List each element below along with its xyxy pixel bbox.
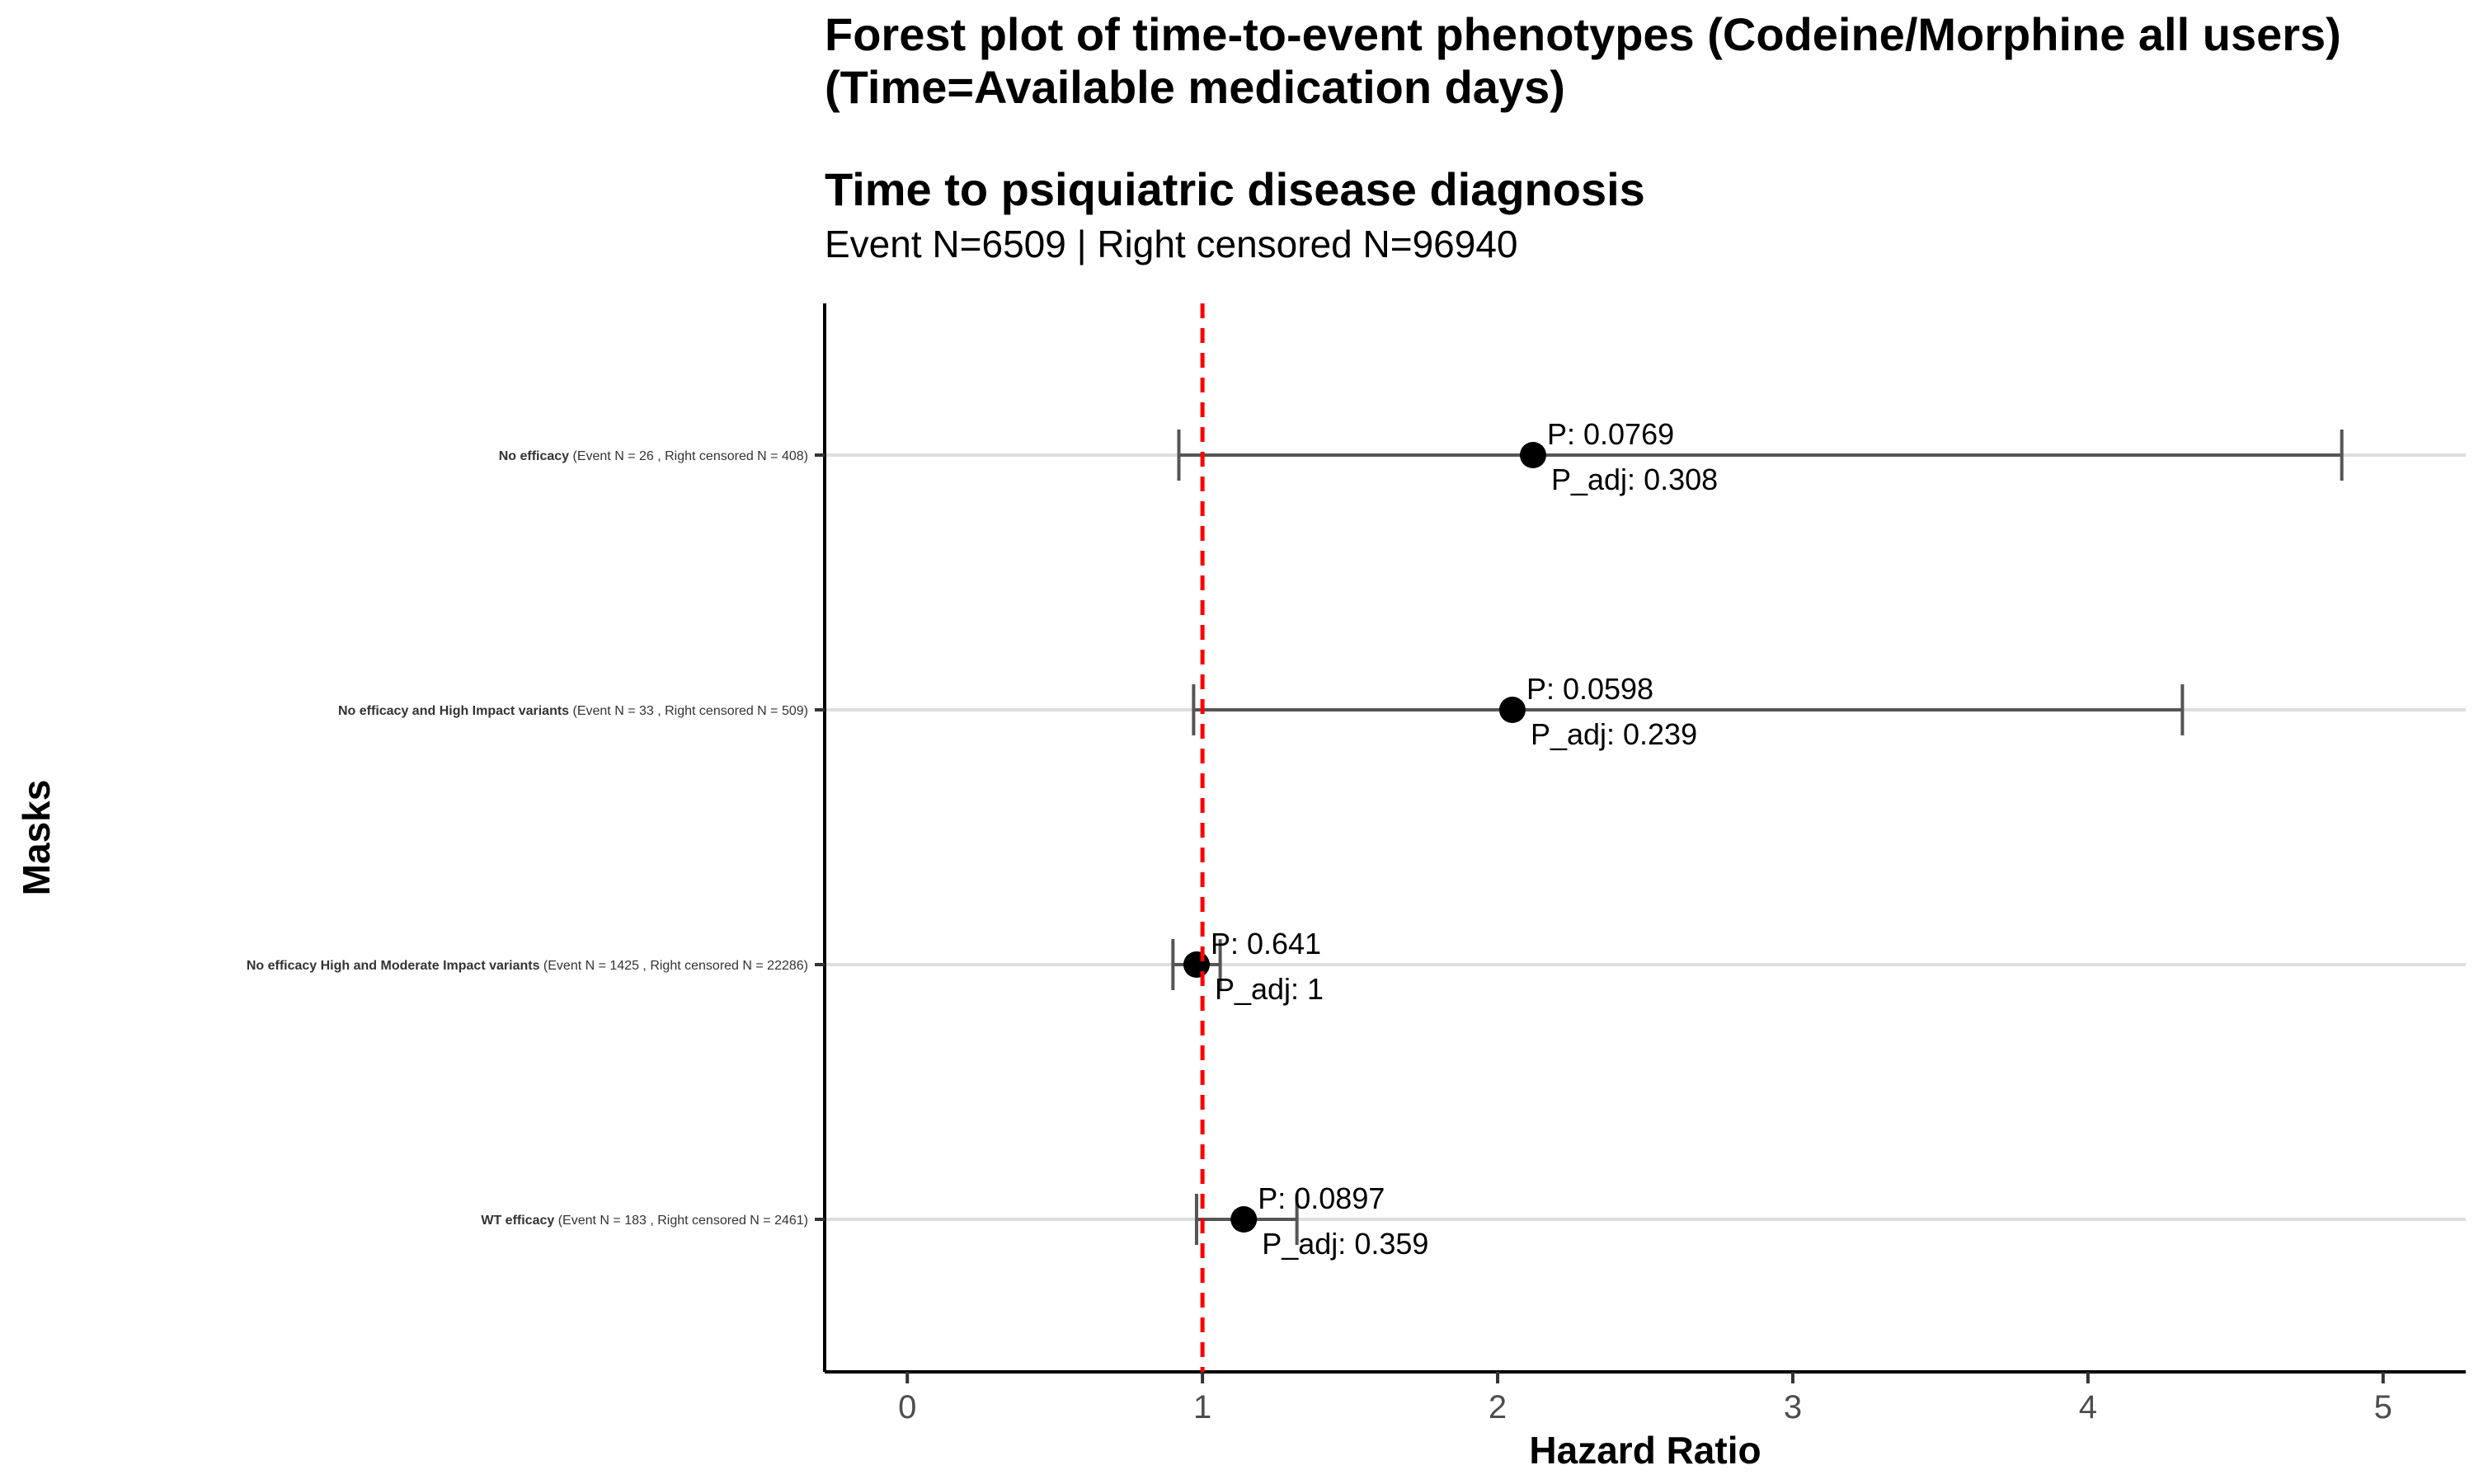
row-label-bold-2: No efficacy and High Impact variants	[338, 704, 569, 718]
x-tick-label-3: 3	[1784, 1389, 1802, 1425]
p-value-row-1: P: 0.0769	[1547, 417, 1674, 451]
chart-caption: Event N=6509 | Right censored N=96940	[825, 223, 1518, 265]
p-value-row-2: P: 0.0598	[1526, 672, 1653, 706]
p-adj-row-2: P_adj: 0.239	[1531, 717, 1697, 751]
row-label-2: No efficacy and High Impact variants (Ev…	[338, 704, 808, 718]
hr-point-row-3	[1183, 951, 1210, 978]
row-label-bold-1: No efficacy	[499, 449, 569, 463]
x-tick-label-1: 1	[1193, 1389, 1211, 1425]
x-tick-label-4: 4	[2079, 1389, 2097, 1425]
row-label-3: No efficacy High and Moderate Impact var…	[247, 959, 808, 973]
p-adj-row-4: P_adj: 0.359	[1262, 1227, 1428, 1261]
title-block: Forest plot of time-to-event phenotypes …	[825, 8, 2458, 267]
x-tick-label-2: 2	[1489, 1389, 1507, 1425]
x-axis-title: Hazard Ratio	[1529, 1429, 1761, 1472]
row-label-4: WT efficacy (Event N = 183 , Right censo…	[481, 1214, 808, 1228]
hr-point-row-4	[1230, 1206, 1258, 1233]
hr-point-row-1	[1519, 442, 1546, 468]
hr-point-row-2	[1498, 697, 1526, 723]
p-adj-row-3: P_adj: 1	[1215, 972, 1324, 1006]
x-tick-label-0: 0	[898, 1389, 916, 1425]
chart-title-line-1: Forest plot of time-to-event phenotypes …	[825, 8, 2341, 60]
chart-subtitle: Time to psiquiatric disease diagnosis	[825, 163, 1645, 215]
row-label-1: No efficacy (Event N = 26 , Right censor…	[499, 449, 808, 463]
row-label-bold-4: WT efficacy	[481, 1214, 554, 1228]
row-label-rest-2: (Event N = 33 , Right censored N = 509)	[569, 704, 808, 718]
y-axis-title: Masks	[15, 780, 58, 896]
p-value-row-3: P: 0.641	[1211, 927, 1321, 960]
row-label-rest-4: (Event N = 183 , Right censored N = 2461…	[554, 1214, 808, 1228]
chart-title-line-2: (Time=Available medication days)	[825, 61, 1565, 113]
row-label-bold-3: No efficacy High and Moderate Impact var…	[247, 959, 540, 973]
x-tick-label-5: 5	[2374, 1389, 2392, 1425]
p-value-row-4: P: 0.0897	[1258, 1181, 1385, 1215]
row-label-rest-1: (Event N = 26 , Right censored N = 408)	[569, 449, 808, 463]
p-adj-row-1: P_adj: 0.308	[1551, 463, 1718, 496]
row-label-rest-3: (Event N = 1425 , Right censored N = 222…	[539, 959, 808, 973]
